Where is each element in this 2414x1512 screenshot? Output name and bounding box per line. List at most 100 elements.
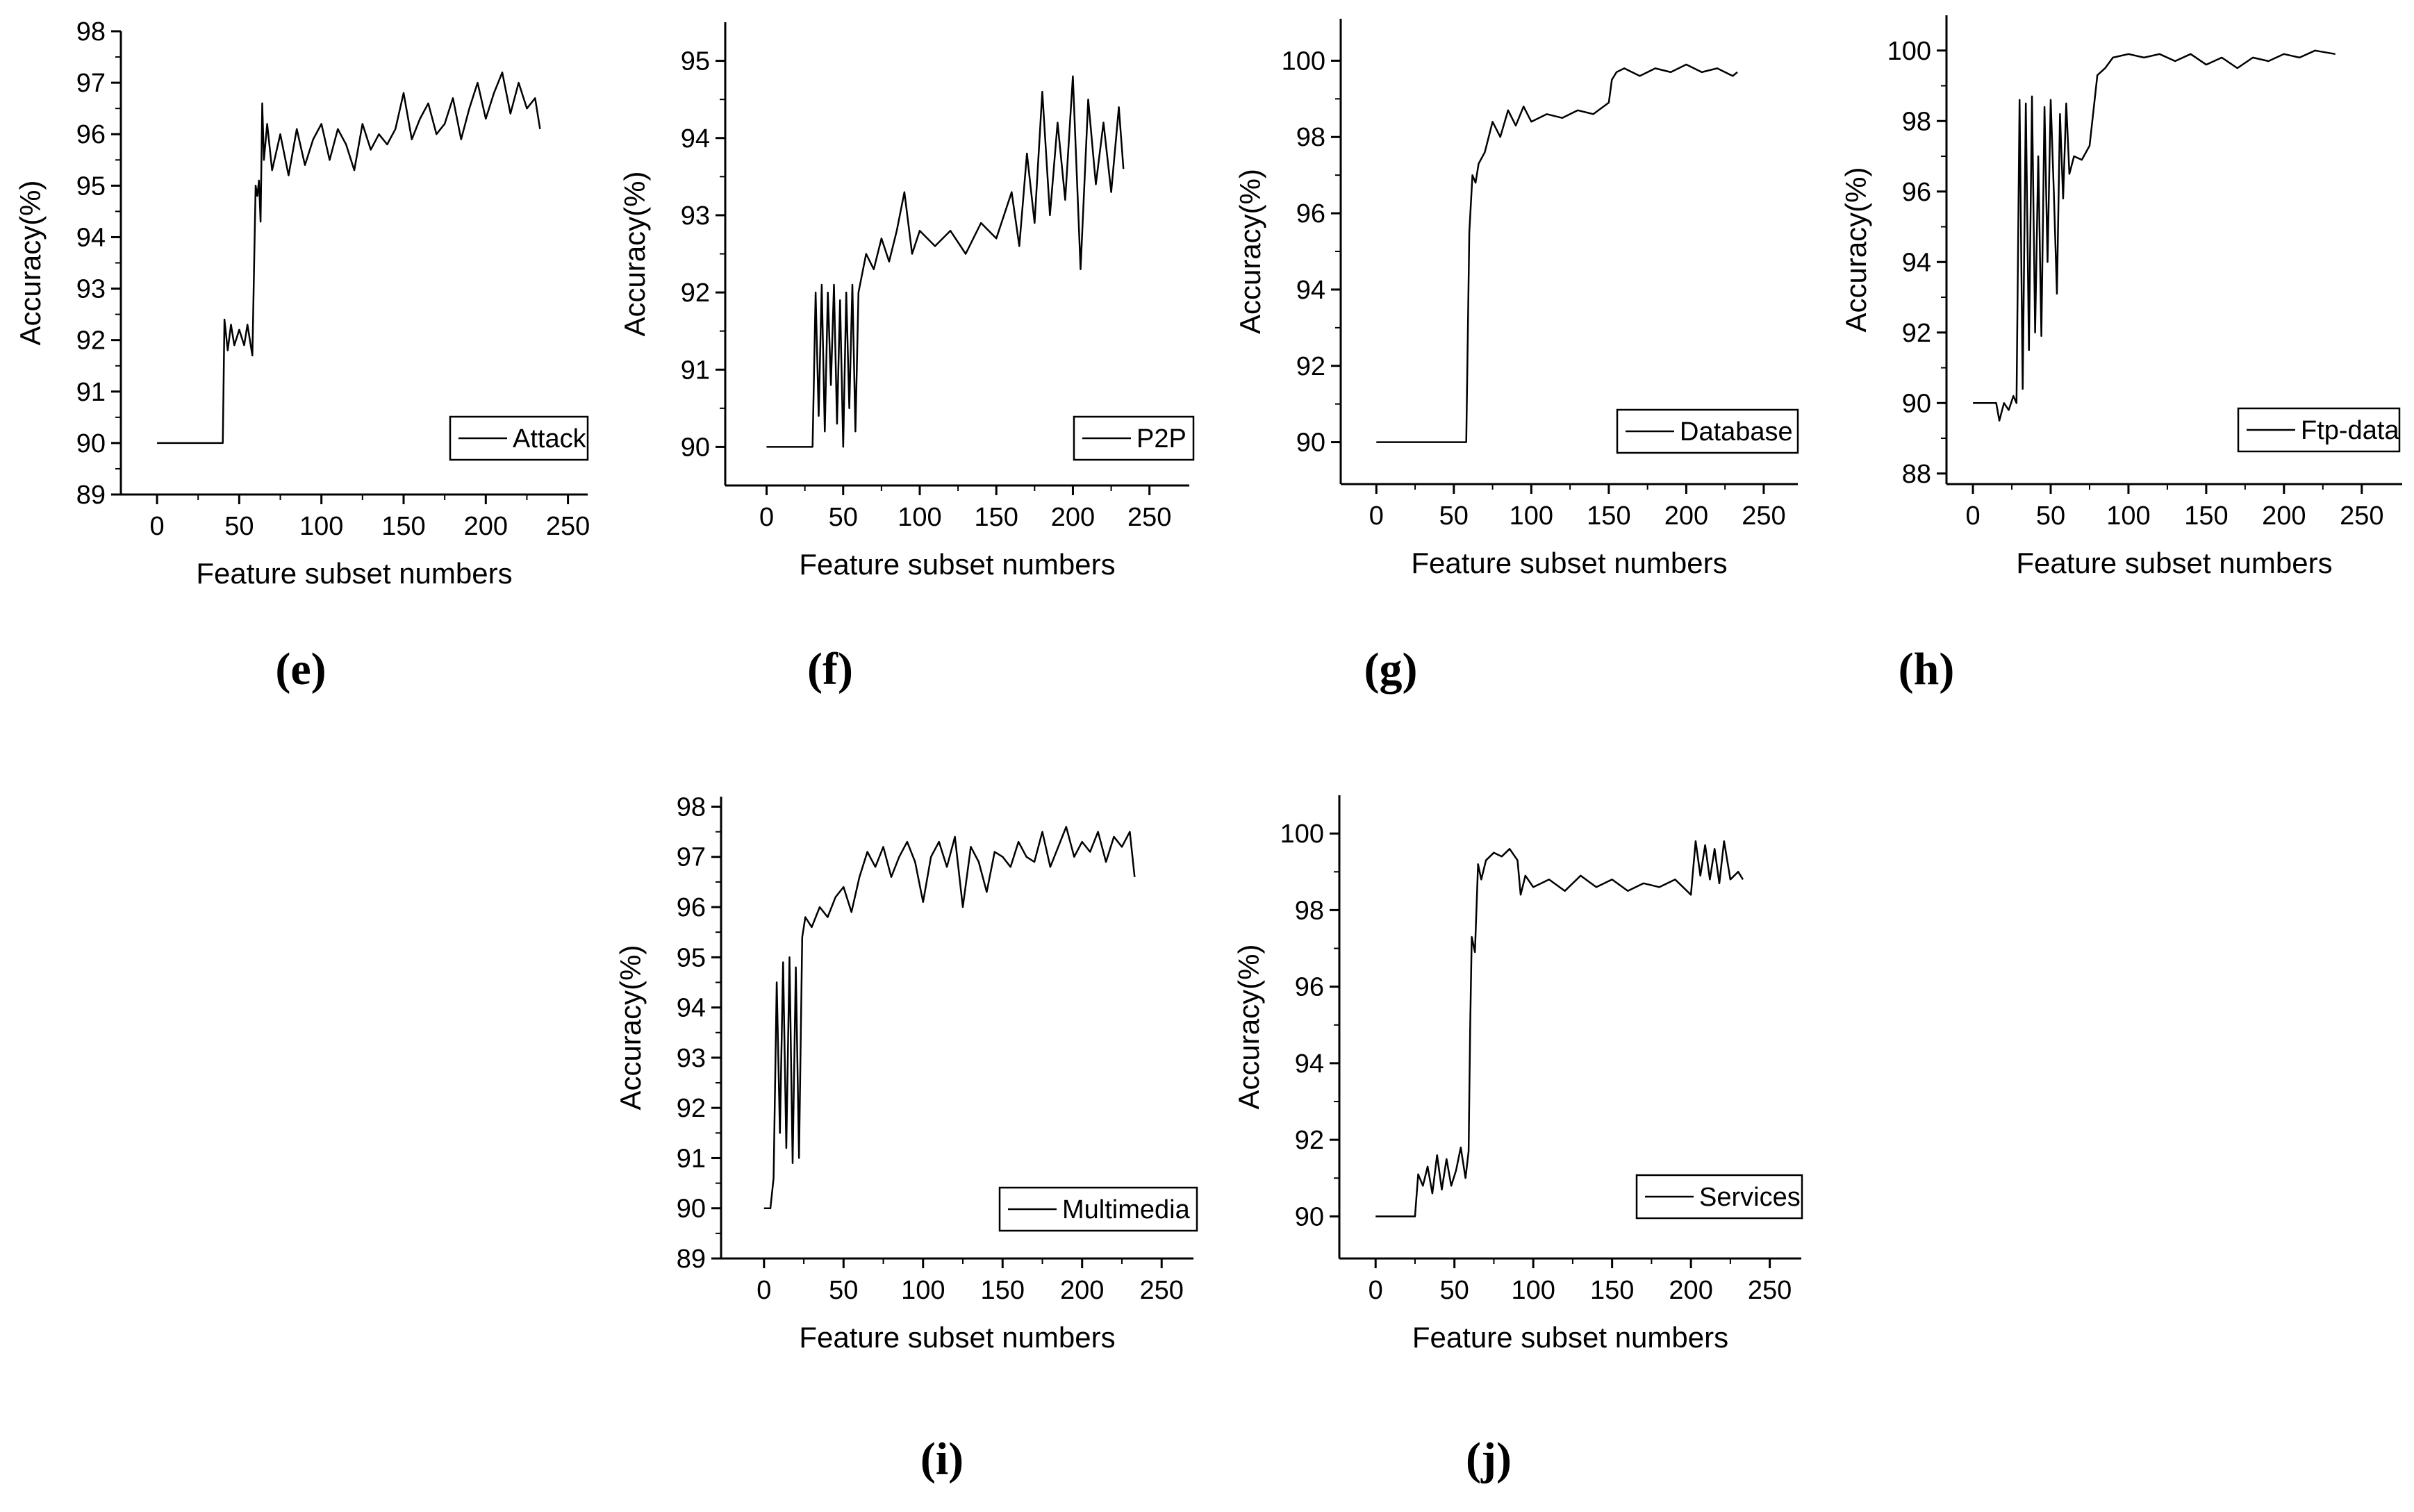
x-tick-label: 200 (464, 512, 508, 541)
x-tick-label: 250 (1140, 1276, 1184, 1305)
chart-panel-database: 0 50 100 150 200 250 90 92 94 96 98 100 Feature subs… (1234, 19, 1799, 695)
y-tick-label: 90 (1902, 389, 1931, 418)
x-tick-label: 100 (2106, 501, 2150, 531)
x-axis-title: Feature subset numbers (1412, 1321, 1728, 1354)
x-tick-label: 0 (1965, 501, 1980, 531)
x-tick-label: 0 (757, 1276, 771, 1305)
y-tick-label: 96 (1296, 199, 1325, 229)
y-axis-title: Accuracy(%) (1840, 167, 1872, 332)
y-tick-label: 92 (1295, 1126, 1324, 1155)
y-tick-label: 96 (1295, 973, 1324, 1002)
x-tick-label: 150 (975, 503, 1018, 532)
series-line-ftp-data (1973, 49, 2336, 422)
y-tick-label: 94 (1902, 248, 1931, 277)
y-tick-label: 98 (1296, 123, 1325, 152)
panel-label: (f) (807, 644, 853, 695)
x-axis-title: Feature subset numbers (1411, 547, 1727, 579)
y-tick-label: 98 (1902, 107, 1931, 136)
x-tick-label: 100 (898, 503, 941, 532)
series-line-p2p (766, 75, 1125, 448)
x-tick-label: 150 (2184, 501, 2228, 531)
chart-panel-multimedia: 0 50 100 150 200 250 89 90 91 92 93 94 95 96 97 98 Featu… (614, 792, 1198, 1484)
legend-label: Services (1699, 1183, 1801, 1212)
y-axis-title: Accuracy(%) (1234, 169, 1266, 334)
chart-panel-ftp-data: 0 50 100 150 200 250 88 90 92 94 96 98 100 Feature su… (1840, 15, 2402, 695)
y-tick-label: 91 (76, 378, 106, 407)
x-tick-label: 250 (2340, 501, 2383, 531)
series-line-services (1375, 840, 1744, 1218)
x-tick-label: 150 (1590, 1276, 1634, 1305)
y-tick-label: 91 (677, 1144, 706, 1173)
y-tick-label: 93 (76, 275, 106, 304)
series-line-attack (157, 72, 541, 445)
y-axis-title: Accuracy(%) (1232, 944, 1265, 1109)
y-tick-label: 94 (76, 223, 106, 252)
x-tick-label: 150 (981, 1276, 1025, 1305)
y-tick-label: 96 (76, 120, 106, 149)
x-tick-label: 0 (759, 503, 774, 532)
y-tick-label: 95 (76, 172, 106, 201)
y-tick-label: 95 (677, 943, 706, 972)
x-axis-title: Feature subset numbers (196, 557, 512, 590)
x-tick-label: 50 (224, 512, 254, 541)
y-tick-label: 100 (1282, 47, 1325, 76)
y-tick-label: 98 (1295, 896, 1324, 925)
series-line-multimedia (763, 826, 1136, 1209)
x-tick-label: 250 (1742, 501, 1785, 531)
legend-label: P2P (1136, 424, 1187, 454)
y-tick-label: 94 (681, 124, 710, 153)
y-axis-title: Accuracy(%) (614, 945, 647, 1110)
y-tick-label: 92 (677, 1094, 706, 1123)
legend-label: Attack (513, 424, 587, 454)
y-tick-label: 89 (677, 1245, 706, 1274)
chart-panel-services: 0 50 100 150 200 250 90 92 94 96 98 100 Feature subs… (1232, 795, 1803, 1484)
x-axis-title: Feature subset numbers (799, 1321, 1115, 1354)
y-tick-label: 94 (677, 994, 706, 1023)
panel-label: (i) (920, 1434, 964, 1484)
x-tick-label: 150 (1587, 501, 1630, 531)
y-tick-label: 97 (677, 843, 706, 872)
x-tick-label: 50 (829, 503, 858, 532)
x-axis-title: Feature subset numbers (2016, 547, 2332, 579)
y-tick-label: 94 (1295, 1049, 1324, 1079)
y-tick-label: 90 (677, 1195, 706, 1224)
chart-panel-attack: 0 50 100 150 200 250 89 90 91 92 93 94 95 96 97 98 Featu… (14, 17, 590, 695)
y-tick-label: 90 (681, 433, 710, 462)
y-tick-label: 96 (677, 893, 706, 922)
y-tick-label: 97 (76, 69, 106, 98)
panel-label: (j) (1466, 1434, 1512, 1484)
x-tick-label: 0 (1369, 501, 1384, 531)
x-tick-label: 50 (1440, 1276, 1469, 1305)
panel-label: (g) (1364, 644, 1418, 695)
y-tick-label: 92 (76, 326, 106, 356)
y-tick-label: 92 (1902, 319, 1931, 348)
y-axis-title: Accuracy(%) (14, 180, 47, 345)
x-tick-label: 100 (1510, 501, 1553, 531)
y-tick-label: 100 (1887, 37, 1931, 66)
x-tick-label: 250 (546, 512, 590, 541)
x-tick-label: 50 (2036, 501, 2065, 531)
y-tick-label: 96 (1902, 178, 1931, 207)
x-tick-label: 200 (2262, 501, 2306, 531)
panel-label: (e) (275, 644, 326, 695)
x-tick-label: 250 (1127, 503, 1171, 532)
x-tick-label: 150 (381, 512, 425, 541)
x-tick-label: 50 (1439, 501, 1469, 531)
y-tick-label: 95 (681, 47, 710, 76)
legend-label: Multimedia (1062, 1195, 1191, 1224)
y-tick-label: 93 (677, 1044, 706, 1073)
panel-label: (h) (1899, 644, 1955, 695)
y-tick-label: 94 (1296, 276, 1325, 305)
x-axis-title: Feature subset numbers (799, 548, 1115, 581)
y-tick-label: 90 (1295, 1202, 1324, 1231)
x-tick-label: 50 (829, 1276, 858, 1305)
x-tick-label: 200 (1060, 1276, 1104, 1305)
x-tick-label: 200 (1051, 503, 1095, 532)
x-tick-label: 200 (1664, 501, 1708, 531)
y-tick-label: 100 (1280, 820, 1324, 849)
y-tick-label: 89 (76, 481, 106, 510)
x-tick-label: 250 (1748, 1276, 1792, 1305)
legend-label: Database (1680, 417, 1793, 447)
x-tick-label: 0 (149, 512, 164, 541)
